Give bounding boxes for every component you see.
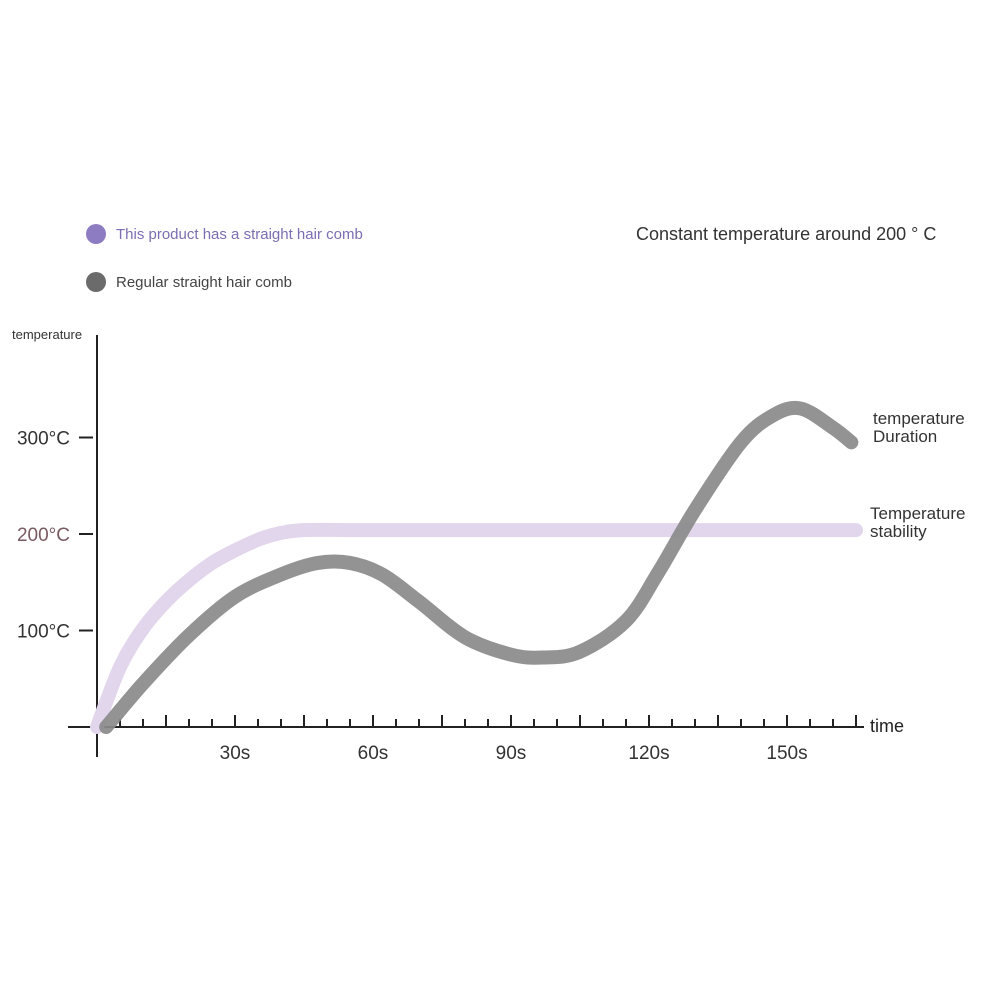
note-temperature-stability: Temperature stability — [870, 505, 965, 541]
x-axis-label: time — [870, 716, 904, 736]
x-tick-label: 90s — [496, 743, 527, 764]
note-duration-line-2: Duration — [873, 427, 938, 446]
note-stability-line-1: Temperature — [870, 504, 966, 523]
y-tick-label: 300°C — [17, 429, 70, 450]
x-tick-label: 120s — [628, 743, 669, 764]
note-duration-line-1: temperature — [873, 409, 965, 428]
series-line-this-product — [90, 522, 863, 734]
legend-item-regular: Regular straight hair comb — [86, 272, 292, 292]
x-tick-label: 60s — [358, 743, 389, 764]
note-temperature-duration: temperature Duration — [873, 410, 965, 446]
y-tick-label: 200°C — [17, 525, 70, 546]
note-stability-line-2: stability — [870, 522, 927, 541]
y-axis-label: temperature — [12, 327, 82, 342]
x-tick-label: 150s — [766, 743, 807, 764]
headline: Constant temperature around 200 ° C — [636, 224, 937, 244]
series-line-regular — [99, 400, 859, 734]
legend-label-this-product: This product has a straight hair comb — [116, 225, 363, 243]
legend-swatch-purple — [86, 224, 106, 244]
legend-swatch-gray — [86, 272, 106, 292]
x-tick-label: 30s — [220, 743, 251, 764]
y-tick-label: 100°C — [17, 622, 70, 643]
legend-item-this-product: This product has a straight hair comb — [86, 224, 363, 244]
legend-label-regular: Regular straight hair comb — [116, 273, 292, 291]
